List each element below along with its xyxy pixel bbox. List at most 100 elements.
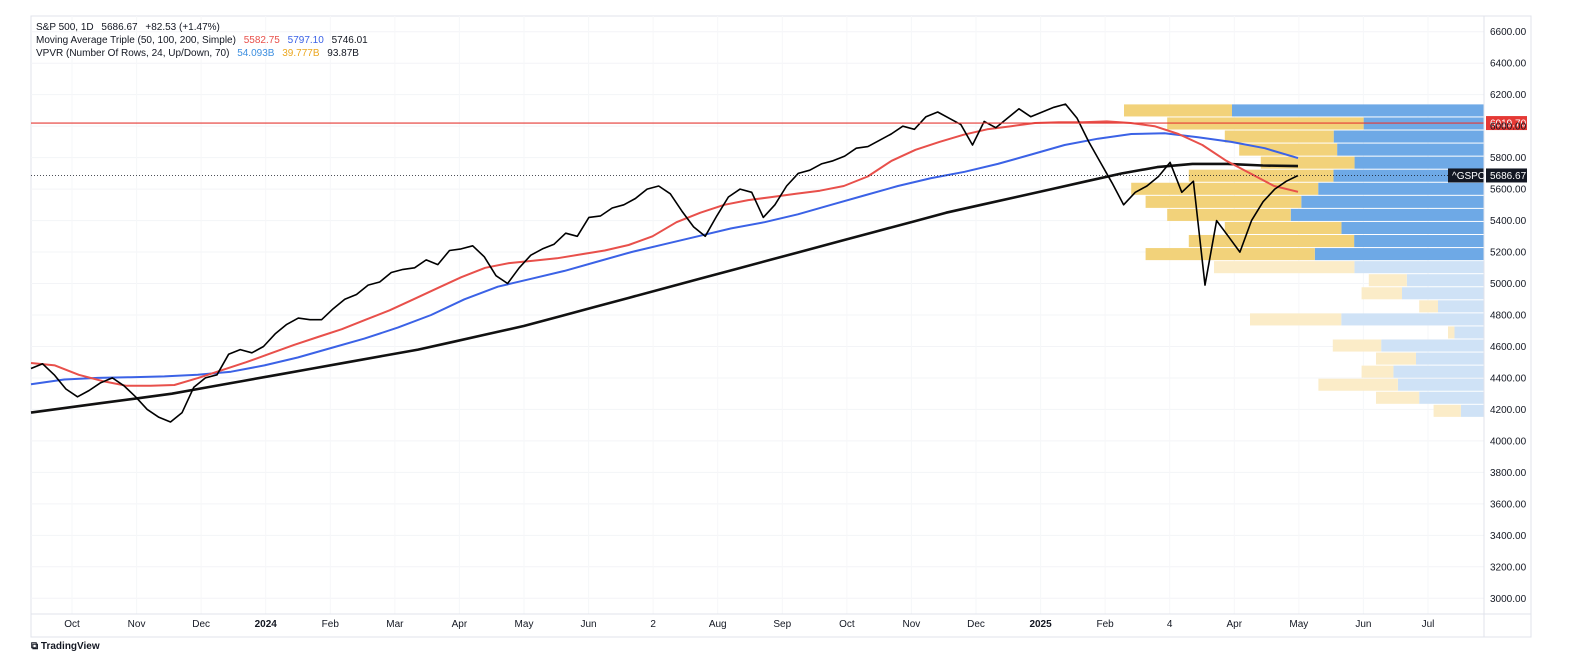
vp-bar-down [1318, 182, 1484, 195]
legend-ma-100: 5797.10 [287, 35, 324, 46]
tradingview-logo[interactable]: ⧉ TradingView [31, 641, 100, 652]
legend-vpvr-up: 54.093B [237, 48, 275, 59]
vp-bar-up [1361, 287, 1402, 300]
x-tick-label: May [515, 619, 534, 630]
vp-bar-up [1361, 365, 1394, 378]
y-tick-label: 6600.00 [1490, 27, 1527, 38]
vp-bar-down [1406, 274, 1484, 287]
y-tick-label: 4000.00 [1490, 436, 1527, 447]
x-tick-label: Apr [1227, 619, 1243, 630]
legend-change: +82.53 (+1.47%) [145, 22, 220, 33]
vp-bar-down [1401, 287, 1484, 300]
x-tick-label: Nov [128, 619, 146, 630]
y-tick-label: 5000.00 [1490, 279, 1527, 290]
x-tick-label: Jul [1422, 619, 1435, 630]
x-tick-label: Oct [64, 619, 80, 630]
legend-symbol: S&P 500, 1D [36, 22, 94, 33]
x-tick-label: 4 [1167, 619, 1173, 630]
x-tick-label: Feb [322, 619, 340, 630]
y-tick-label: 6400.00 [1490, 59, 1527, 70]
series-s-p-500 [30, 103, 1299, 423]
tradingview-icon: ⧉ [31, 641, 41, 652]
y-tick-label: 5800.00 [1490, 153, 1527, 164]
vp-bar-up [1376, 391, 1420, 404]
vp-bar-down [1415, 352, 1484, 365]
vp-bar-down [1354, 235, 1484, 248]
x-tick-label: May [1289, 619, 1308, 630]
y-tick-label: 3000.00 [1490, 594, 1527, 605]
x-tick-label: Mar [386, 619, 404, 630]
x-tick-label: Feb [1097, 619, 1115, 630]
resistance-price-label: 6019.70 [1490, 119, 1527, 130]
series-ma-100 [30, 132, 1299, 386]
vp-bar-up [1332, 339, 1382, 352]
vp-bar-up [1124, 104, 1232, 117]
x-tick-label: Jun [1355, 619, 1371, 630]
vp-bar-down [1393, 365, 1484, 378]
y-tick-label: 3200.00 [1490, 562, 1527, 573]
vp-bar-down [1341, 313, 1484, 326]
vp-bar-down [1354, 156, 1484, 169]
vp-bar-down [1333, 130, 1484, 143]
x-tick-label: Dec [192, 619, 210, 630]
vp-bar-down [1290, 208, 1484, 221]
vp-bar-up [1224, 130, 1334, 143]
vp-bar-up [1318, 378, 1398, 391]
vp-bar-down [1341, 221, 1484, 235]
legend-ma-50: 5582.75 [243, 35, 280, 46]
vp-bar-down [1354, 261, 1484, 274]
vp-bar-down [1460, 404, 1484, 417]
brand-label: TradingView [40, 641, 100, 652]
vp-bar-up [1214, 261, 1355, 274]
vp-bar-down [1419, 391, 1484, 404]
vp-bar-down [1337, 143, 1484, 156]
vp-bar-up [1368, 274, 1407, 287]
x-tick-label: Nov [903, 619, 921, 630]
vp-bar-up [1224, 221, 1342, 235]
series-ma-200 [30, 162, 1299, 414]
x-tick-label: Apr [452, 619, 468, 630]
y-tick-label: 4600.00 [1490, 342, 1527, 353]
resistance-line-group: 6019.70 ^GSPC 5686.67 [31, 116, 1527, 183]
vp-bar-up [1167, 208, 1291, 221]
symbol-tag-label: ^GSPC [1452, 171, 1485, 182]
series-group [30, 103, 1299, 423]
vp-bar-up [1250, 313, 1342, 326]
x-tick-label: Jun [581, 619, 597, 630]
legend-vpvr-label: VPVR (Number Of Rows, 24, Up/Down, 70) [36, 48, 230, 59]
y-tick-label: 4200.00 [1490, 405, 1527, 416]
vp-bar-up [1448, 326, 1455, 339]
vp-bar-down [1454, 326, 1484, 339]
y-tick-label: 6000.00 [1490, 122, 1527, 133]
time-axis[interactable]: Oct Nov Dec 2024 Feb Mar Apr May Jun 2 Aug Sep Oct No… [31, 613, 1531, 630]
vp-bar-up [1376, 352, 1416, 365]
y-tick-label: 3800.00 [1490, 468, 1527, 479]
vp-bar-down [1301, 195, 1484, 208]
x-tick-label: Dec [967, 619, 985, 630]
legend-ma[interactable]: Moving Average Triple (50, 100, 200, Sim… [36, 34, 373, 47]
chart-legend: S&P 500, 1D 5686.67 +82.53 (+1.47%) Movi… [36, 21, 373, 60]
legend-vpvr-total: 93.87B [327, 48, 359, 59]
vp-bar-up [1145, 248, 1315, 261]
vp-bar-down [1397, 378, 1484, 391]
legend-ma-200: 5746.01 [331, 35, 368, 46]
vp-bar-up [1131, 182, 1319, 195]
legend-price: 5686.67 [101, 22, 138, 33]
legend-vpvr[interactable]: VPVR (Number Of Rows, 24, Up/Down, 70) 5… [36, 47, 373, 60]
vp-bar-down [1232, 104, 1484, 117]
last-price-tag [1486, 168, 1527, 183]
x-tick-label: Oct [839, 619, 855, 630]
y-tick-label: 3600.00 [1490, 499, 1527, 510]
resistance-price-tag [1486, 116, 1527, 131]
vp-bar-up [1145, 195, 1302, 208]
y-tick-label: 4800.00 [1490, 311, 1527, 322]
x-tick-label: Sep [773, 619, 791, 630]
x-tick-label: Aug [709, 619, 727, 630]
legend-vpvr-down: 39.777B [282, 48, 320, 59]
y-tick-label: 3400.00 [1490, 531, 1527, 542]
legend-main[interactable]: S&P 500, 1D 5686.67 +82.53 (+1.47%) [36, 21, 373, 34]
series-ma-50 [30, 120, 1299, 387]
price-axis[interactable]: 6600.00 6400.00 6200.00 6000.00 5800.00 5600.… [1483, 16, 1527, 637]
y-tick-label: 5600.00 [1490, 185, 1527, 196]
